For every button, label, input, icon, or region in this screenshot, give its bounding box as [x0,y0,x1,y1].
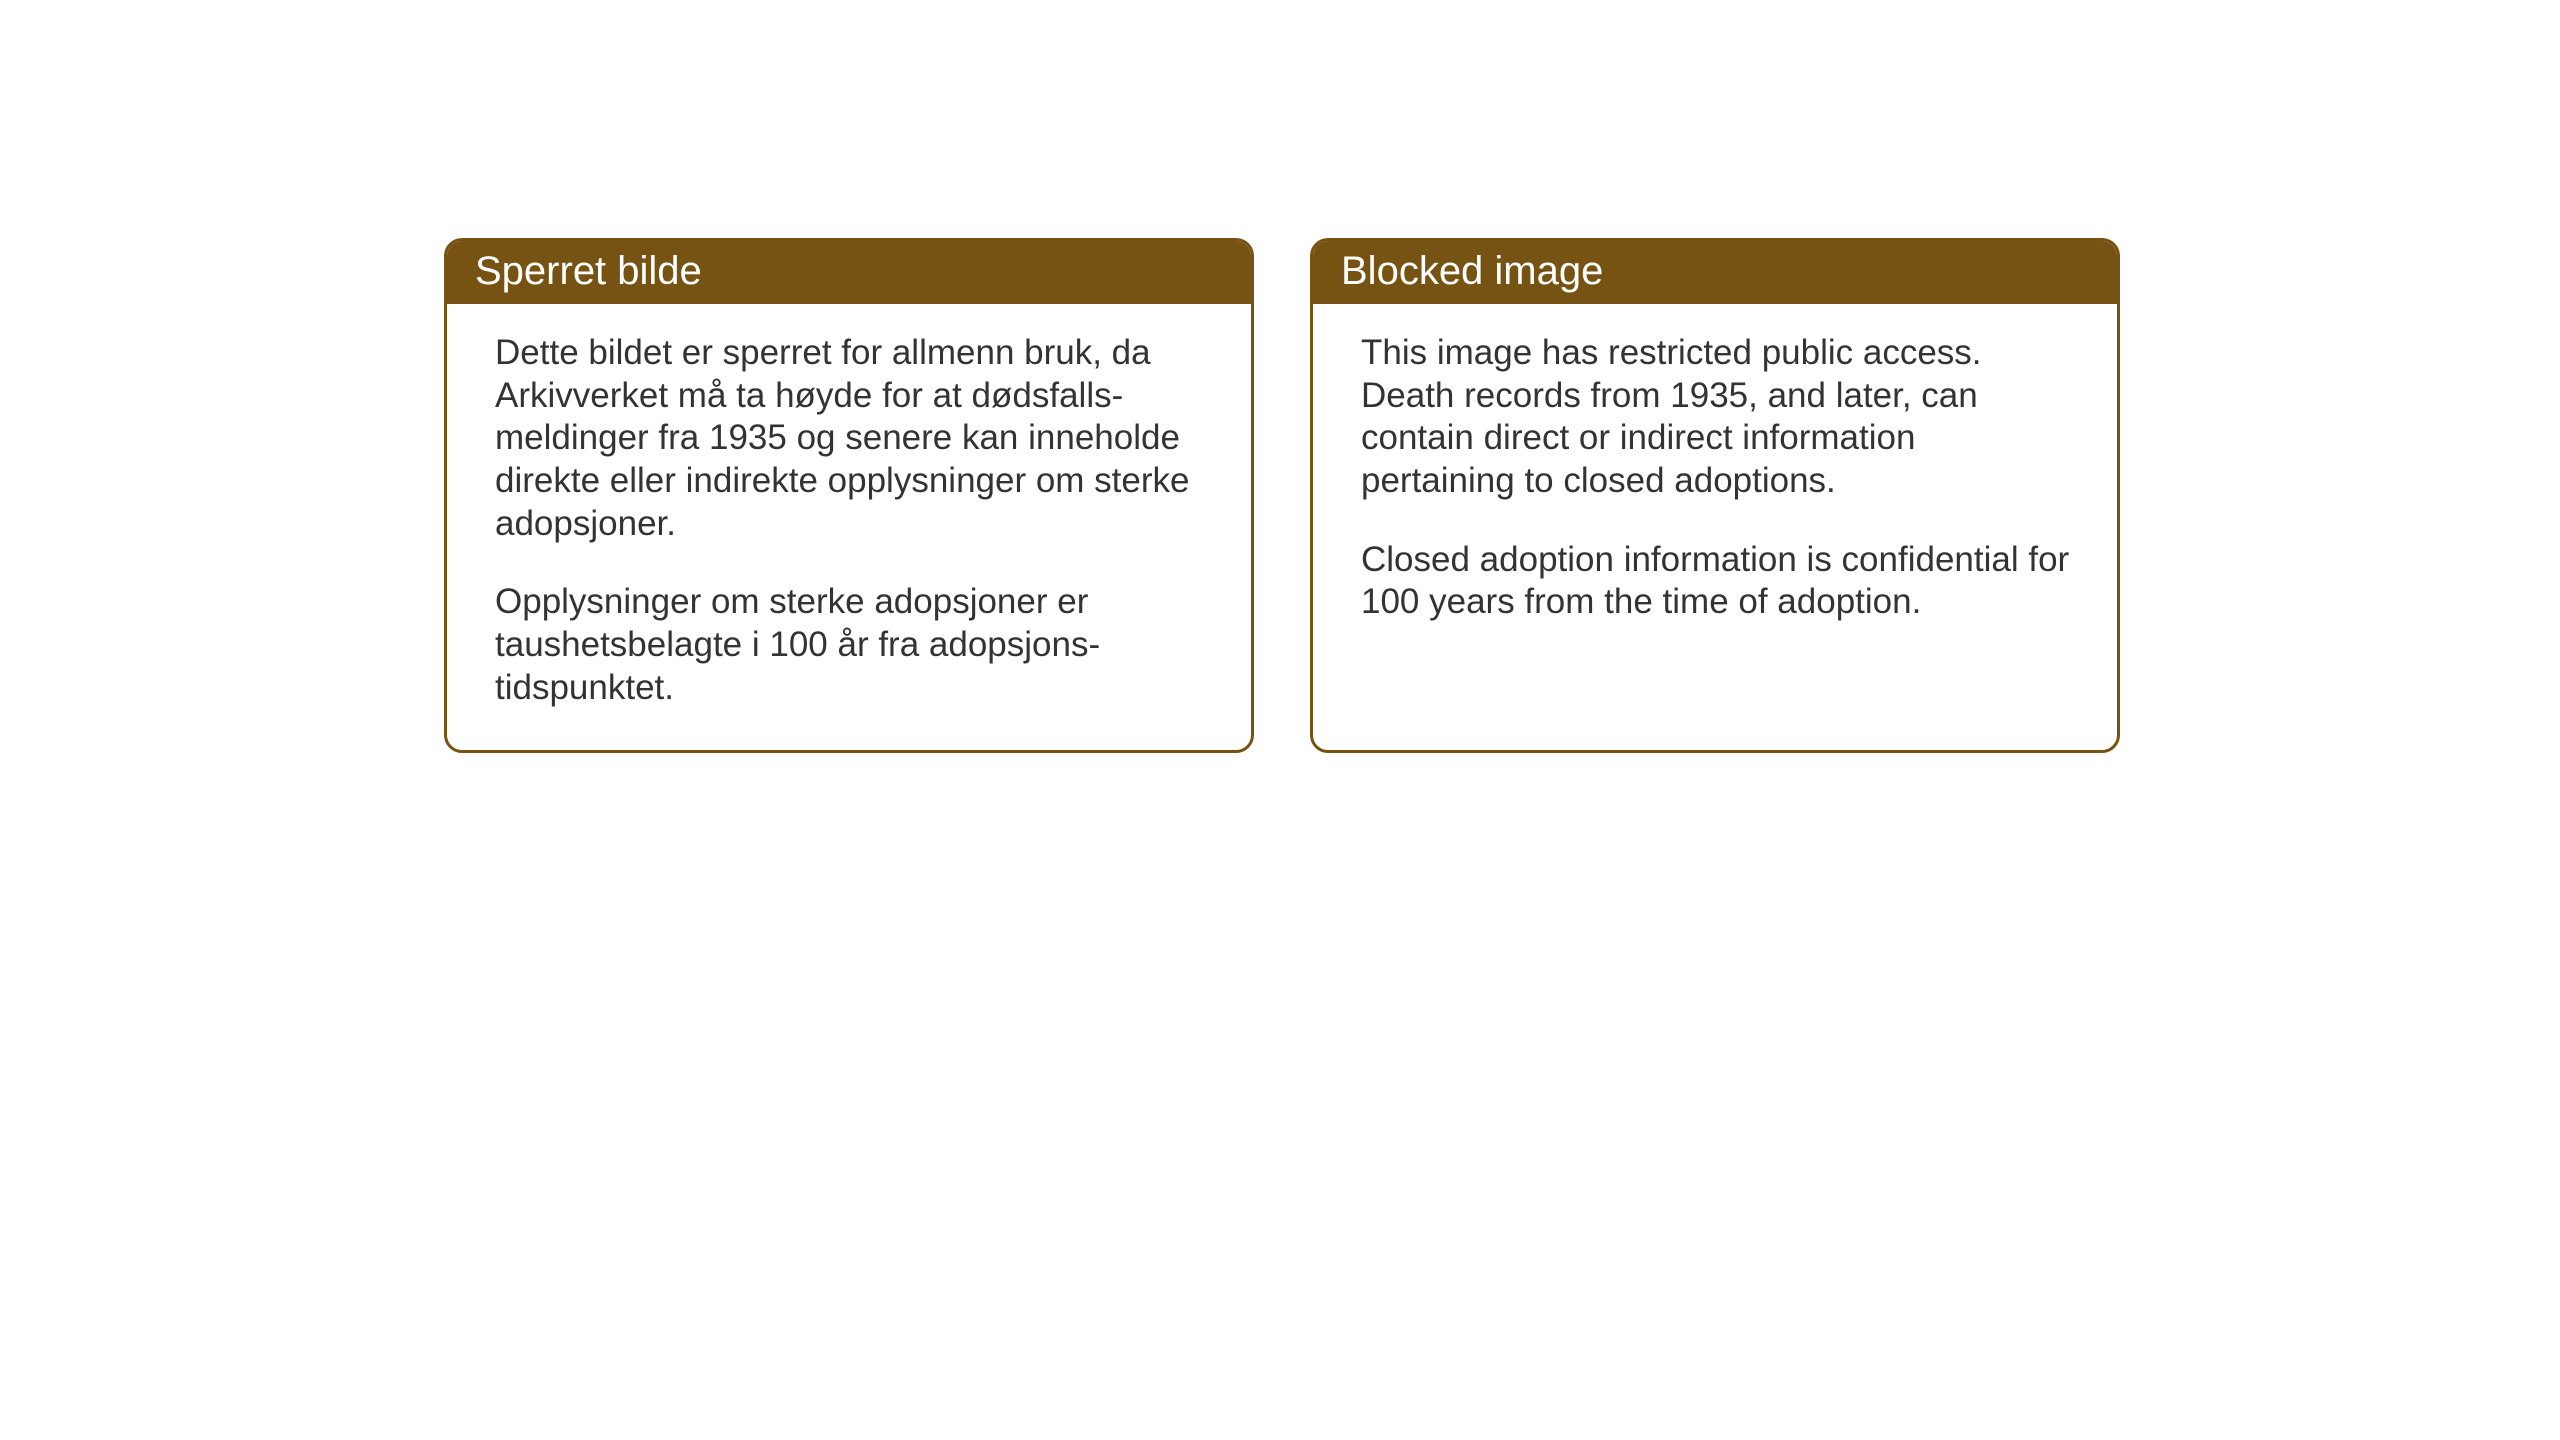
notice-paragraph-1-english: This image has restricted public access.… [1361,332,2077,503]
notice-header-norwegian: Sperret bilde [447,241,1251,304]
notice-container: Sperret bilde Dette bildet er sperret fo… [444,238,2120,753]
notice-paragraph-2-english: Closed adoption information is confident… [1361,539,2077,624]
notice-box-norwegian: Sperret bilde Dette bildet er sperret fo… [444,238,1254,753]
notice-body-english: This image has restricted public access.… [1313,304,2117,664]
notice-box-english: Blocked image This image has restricted … [1310,238,2120,753]
notice-body-norwegian: Dette bildet er sperret for allmenn bruk… [447,304,1251,750]
notice-header-english: Blocked image [1313,241,2117,304]
notice-paragraph-1-norwegian: Dette bildet er sperret for allmenn bruk… [495,332,1211,545]
notice-paragraph-2-norwegian: Opplysninger om sterke adopsjoner er tau… [495,581,1211,709]
